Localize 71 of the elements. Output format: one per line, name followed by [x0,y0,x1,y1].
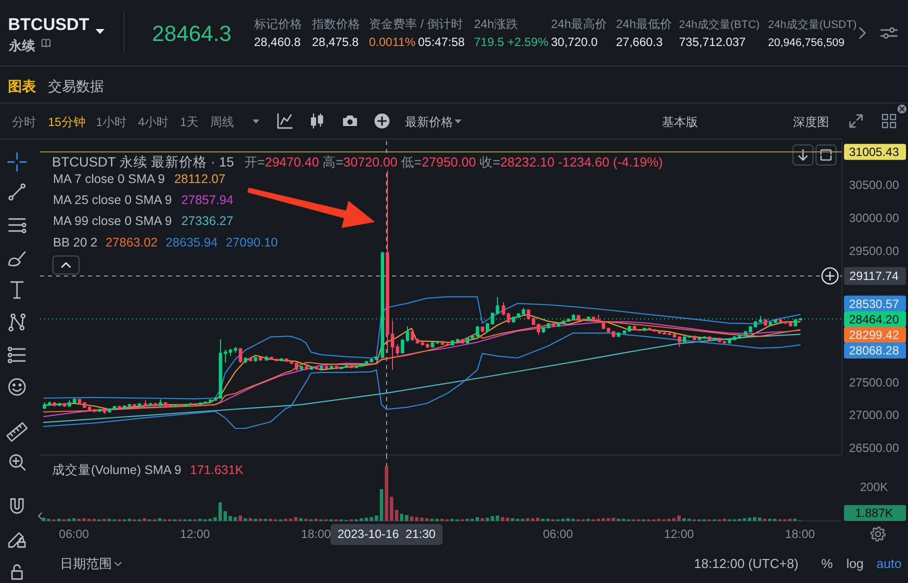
text: 24h涨跌 [474,17,518,31]
text: 最新价格 [405,115,453,129]
ref-line-label: 28464.20 [848,312,900,326]
x-tick-label: 18:00 [784,527,816,541]
text: 28,460.8 [254,35,302,49]
text: 28068.28 [848,344,900,358]
text: 24h成交量(BTC) [679,18,760,31]
text: 分时 [12,115,36,129]
x-tick-label: 12:00 [664,527,694,541]
text: 日期范围 [60,556,112,571]
annotation: 28112.07 [174,172,226,186]
text: % [821,556,834,571]
ref-line-label: 2023-10-16 21:30 [338,527,436,541]
text: 28530.57 [848,296,900,311]
text: 0.0011% [369,35,416,49]
x-tick-label: 18:00 [300,527,332,541]
text: auto [876,556,902,571]
text: 24h成交量(USDT) [768,18,857,31]
annotation: 27336.27 [181,214,234,228]
text: 开=29470.40 高=30720.00 低=27950.00 收=28232.10 -1234.60 (-4.19%) [244,154,663,170]
text: 周线 [210,115,234,129]
text: log [846,556,864,571]
x-tick-label: 06:00 [542,527,574,541]
annotation: 27090.10 [226,235,278,250]
annotation: MA 7 close 0 SMA 9 [53,172,165,186]
x-tick-label: 12:00 [180,527,210,541]
y-tick-label: 27500.00 [848,375,900,390]
text: 4小时 [138,115,169,129]
text: 1天 [180,115,199,129]
annotation: 27857.94 [181,193,234,207]
text: 18:12:00 (UTC+8) [694,556,798,571]
annotation: 171.631K [190,463,244,477]
text: 28464.3 [152,21,232,46]
text: 交易数据 [48,78,104,94]
text: 24h最低价 [616,17,672,31]
text: 200K [860,480,888,494]
text: 719.5 +2.59% [474,35,549,49]
text: 735,712.037 [679,35,746,49]
x-tick-label: 06:00 [58,527,90,541]
annotation: BB 20 2 [53,235,98,250]
text: 15分钟 [48,115,86,129]
text: 24h最高价 [551,17,608,31]
y-tick-label: 26500.00 [848,441,900,456]
annotation: MA 25 close 0 SMA 9 [53,193,172,207]
y-tick-label: 27000.00 [848,408,900,422]
y-tick-label: 30000.00 [848,210,900,225]
text: 30,720.0 [551,35,598,49]
text: 标记价格 [253,17,302,31]
ref-line-label: 29117.74 [849,269,899,284]
annotation: MA 99 close 0 SMA 9 [53,214,172,228]
y-tick-label: 29500.00 [848,244,900,258]
text: 20,946,756,509 [768,37,844,49]
annotation: 27863.02 [105,235,158,250]
text: 28,475.8 [312,35,360,49]
text: 28299.42 [848,328,900,342]
text: 基本版 [662,115,698,129]
annotation: 28635.94 [166,235,218,250]
text: 1小时 [96,115,127,129]
text: 05:47:58 [418,35,466,49]
text: 资金费率 / 倒计时 [369,17,464,31]
text: 1.887K [854,506,894,520]
chart-title: BTCUSDT [8,15,90,34]
y-tick-label: 30500.00 [848,178,900,192]
text: 深度图 [793,115,829,129]
text: 图表 [8,78,37,94]
annotation: BTCUSDT 永续 最新价格 · 15 [52,154,234,170]
chart-subtitle: 永续 [8,38,36,53]
ref-line-label: 31005.43 [848,145,900,160]
text: 27,660.3 [616,35,664,49]
annotation: 成交量(Volume) SMA 9 [52,462,182,477]
text: 指数价格 [311,17,360,31]
